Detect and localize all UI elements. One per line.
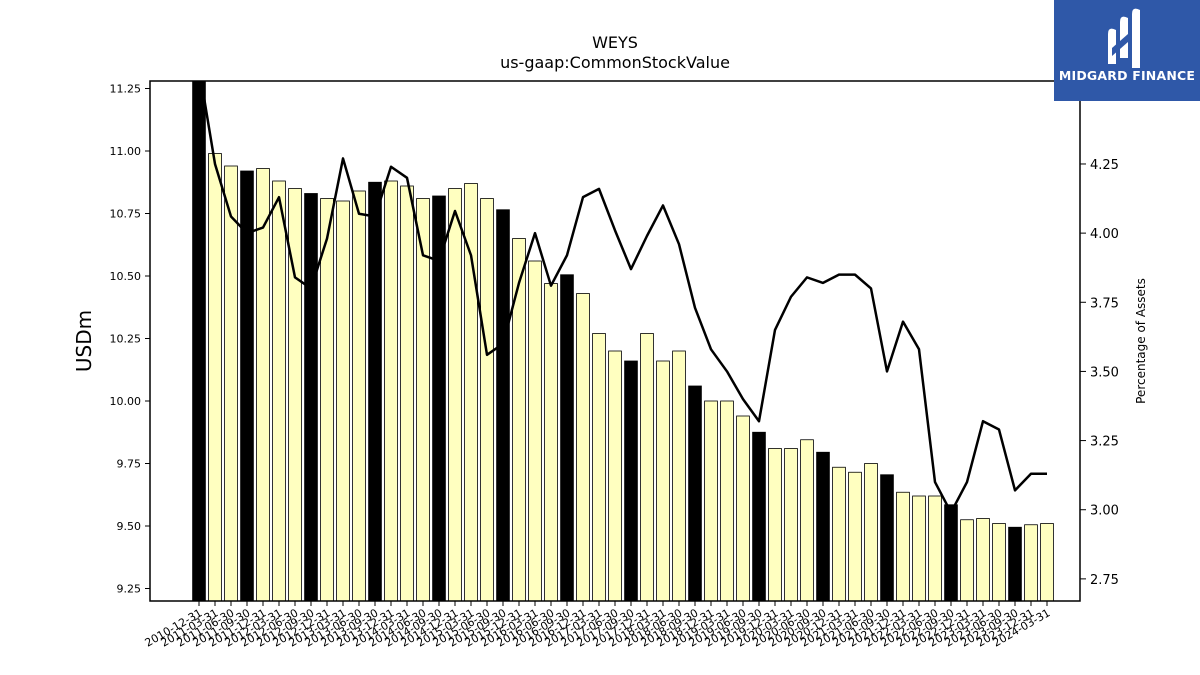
bar-2014-06-30 bbox=[416, 198, 430, 601]
bar-2021-09-30 bbox=[880, 474, 894, 601]
bar-2022-03-31 bbox=[912, 495, 926, 601]
y2-tick-label: 3.25 bbox=[1090, 435, 1119, 450]
bar-2017-03-31 bbox=[592, 333, 606, 601]
y2-tick-label: 3.00 bbox=[1090, 504, 1119, 519]
logo-text: MIDGARD FINANCE bbox=[1058, 68, 1196, 83]
bar-2014-03-31 bbox=[400, 185, 414, 601]
y2-tick-label: 4.25 bbox=[1090, 158, 1119, 173]
bar-2012-12-31 bbox=[320, 198, 334, 601]
bar-2015-06-30 bbox=[480, 198, 494, 601]
y2-tick-label: 3.50 bbox=[1090, 365, 1119, 380]
bar-2011-12-31 bbox=[256, 168, 270, 601]
bar-2017-12-31 bbox=[640, 333, 654, 601]
y-axis: 9.25 9.50 9.75 10.00 10.25 10.50 10.75 11.00 11.… bbox=[110, 83, 150, 596]
bar-2024-03-31 bbox=[1040, 523, 1054, 601]
bar-2010-12-31 bbox=[192, 81, 206, 601]
bar-2015-03-31 bbox=[464, 183, 478, 601]
bar-2023-12-31 bbox=[1024, 524, 1038, 601]
bar-2016-06-30 bbox=[544, 283, 558, 601]
bar-2021-12-31 bbox=[896, 491, 910, 601]
bar-2023-09-30 bbox=[1008, 526, 1022, 601]
chart-subtitle: us-gaap:CommonStockValue bbox=[500, 53, 730, 72]
y2-tick-label: 3.75 bbox=[1090, 296, 1119, 311]
bar-2023-06-30 bbox=[992, 523, 1006, 601]
bar-2020-12-31 bbox=[832, 466, 846, 601]
bar-2020-03-31 bbox=[784, 448, 798, 601]
bar-2019-12-31 bbox=[768, 448, 782, 601]
bar-2016-09-30 bbox=[560, 274, 574, 601]
y-tick-label: 9.25 bbox=[117, 583, 142, 596]
bar-2020-09-30 bbox=[816, 451, 830, 601]
midgard-logo-icon bbox=[1108, 8, 1140, 68]
bar-2015-12-31 bbox=[512, 238, 526, 601]
bar-2019-09-30 bbox=[752, 431, 766, 601]
bar-2013-09-30 bbox=[368, 181, 382, 601]
bar-2011-03-31 bbox=[208, 153, 222, 601]
bar-2023-03-31 bbox=[976, 518, 990, 601]
y2-tick-label: 4.00 bbox=[1090, 227, 1119, 242]
bar-2022-12-31 bbox=[960, 519, 974, 601]
y-tick-label: 10.25 bbox=[110, 333, 142, 346]
y2-axis-label: Percentage of Assets bbox=[1134, 278, 1148, 404]
bar-2012-06-30 bbox=[288, 188, 302, 601]
bar-2011-06-30 bbox=[224, 165, 238, 601]
bar-2019-06-30 bbox=[736, 415, 750, 601]
bar-2021-06-30 bbox=[864, 463, 878, 601]
bar-2019-03-31 bbox=[720, 400, 734, 601]
line-layer bbox=[200, 81, 1047, 514]
bar-2018-03-31 bbox=[656, 360, 670, 601]
y2-axis: 2.75 3.00 3.25 3.50 3.75 4.00 4.25 bbox=[1080, 158, 1119, 588]
y-tick-label: 9.50 bbox=[117, 520, 142, 533]
bar-2017-06-30 bbox=[608, 350, 622, 601]
bar-2016-12-31 bbox=[576, 293, 590, 601]
bar-2015-09-30 bbox=[496, 209, 510, 601]
bar-2020-06-30 bbox=[800, 439, 814, 601]
bar-2014-12-31 bbox=[448, 188, 462, 601]
bars bbox=[192, 81, 1054, 601]
bar-2016-03-31 bbox=[528, 260, 542, 601]
percentage-line bbox=[200, 81, 1047, 514]
y-tick-label: 11.25 bbox=[110, 83, 142, 96]
midgard-finance-logo: MIDGARD FINANCE bbox=[1054, 0, 1200, 101]
y-tick-label: 10.50 bbox=[110, 270, 142, 283]
bar-2013-03-31 bbox=[336, 200, 350, 601]
bar-2012-09-30 bbox=[304, 193, 318, 601]
bar-2017-09-30 bbox=[624, 360, 638, 601]
x-axis: 2010-12-312011-03-312011-06-302011-09-30… bbox=[143, 601, 1053, 650]
bar-2014-09-30 bbox=[432, 195, 446, 601]
bar-2018-06-30 bbox=[672, 350, 686, 601]
bar-2011-09-30 bbox=[240, 170, 254, 601]
bar-2013-06-30 bbox=[352, 190, 366, 601]
bar-2022-06-30 bbox=[928, 495, 942, 601]
y-tick-label: 10.75 bbox=[110, 208, 142, 221]
y-axis-label: USDm bbox=[72, 310, 96, 372]
bar-2021-03-31 bbox=[848, 471, 862, 601]
y-tick-label: 9.75 bbox=[117, 458, 142, 471]
bar-2012-03-31 bbox=[272, 180, 286, 601]
bar-2022-09-30 bbox=[944, 504, 958, 601]
y-tick-label: 10.00 bbox=[110, 395, 142, 408]
y2-tick-label: 2.75 bbox=[1090, 573, 1119, 588]
bar-2018-09-30 bbox=[688, 385, 702, 601]
chart-title: WEYS bbox=[592, 33, 638, 52]
bar-2018-12-31 bbox=[704, 400, 718, 601]
bar-2013-12-31 bbox=[384, 180, 398, 601]
y-tick-label: 11.00 bbox=[110, 145, 142, 158]
